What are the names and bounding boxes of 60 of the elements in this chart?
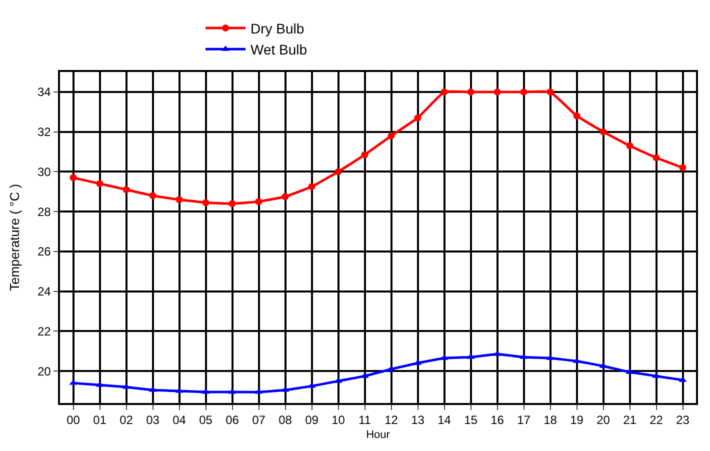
- x-tick-label: 21: [623, 413, 637, 428]
- point: [626, 142, 634, 150]
- point: [282, 193, 289, 200]
- x-tick-label: 08: [278, 413, 292, 428]
- x-tick-label: 09: [305, 413, 319, 428]
- x-tick-label: 03: [146, 413, 160, 428]
- y-axis-title: Temperature ( °C ): [6, 184, 22, 292]
- y-tick-label: 26: [37, 244, 52, 259]
- x-tick-label: 02: [120, 413, 134, 428]
- y-tick-label: 22: [37, 324, 52, 338]
- point: [334, 168, 342, 176]
- x-tick-label: 10: [332, 413, 346, 428]
- point: [149, 192, 156, 200]
- y-tick-label: 24: [37, 284, 52, 299]
- x-tick-label: 11: [358, 413, 372, 428]
- y-tick-label: 20: [37, 364, 52, 378]
- point: [652, 154, 660, 162]
- x-tick-label: 19: [570, 413, 584, 428]
- x-tick-label: 18: [544, 413, 558, 428]
- x-axis-title: Hour: [366, 428, 390, 441]
- x-tick-label: 20: [596, 413, 610, 428]
- point: [494, 88, 501, 96]
- x-tick-label: 23: [676, 413, 690, 428]
- point: [600, 128, 607, 136]
- point: [176, 196, 183, 204]
- x-tick-label: 12: [384, 413, 398, 428]
- point: [573, 112, 580, 120]
- y-tick-label: 30: [37, 164, 52, 179]
- legend-label: Wet Bulb: [250, 42, 308, 58]
- point: [467, 88, 474, 96]
- point: [122, 186, 130, 194]
- point: [202, 199, 210, 206]
- x-tick-label: 05: [199, 413, 213, 428]
- x-tick-label: 00: [66, 413, 80, 428]
- point: [70, 174, 77, 182]
- point: [361, 151, 368, 158]
- x-tick-label: 15: [464, 413, 478, 428]
- x-tick-label: 04: [172, 413, 186, 428]
- point: [520, 88, 528, 96]
- point: [388, 132, 395, 140]
- point: [255, 198, 262, 206]
- point: [96, 180, 104, 188]
- x-tick-label: 01: [93, 413, 107, 428]
- y-tick-label: 34: [37, 85, 52, 100]
- point: [414, 114, 422, 122]
- x-tick-label: 16: [490, 413, 504, 428]
- x-tick-label: 14: [438, 413, 452, 428]
- point: [228, 200, 236, 208]
- y-tick-label: 32: [37, 125, 52, 140]
- x-tick-label: 07: [252, 413, 266, 428]
- point: [308, 183, 316, 190]
- point: [440, 88, 448, 96]
- y-tick-label: 28: [37, 204, 52, 219]
- x-tick-label: 22: [650, 413, 664, 428]
- point: [679, 164, 686, 172]
- x-tick-label: 17: [517, 413, 531, 428]
- point: [546, 88, 554, 96]
- legend-label: Dry Bulb: [250, 20, 304, 36]
- x-tick-label: 13: [411, 413, 425, 428]
- x-tick-label: 06: [226, 413, 240, 428]
